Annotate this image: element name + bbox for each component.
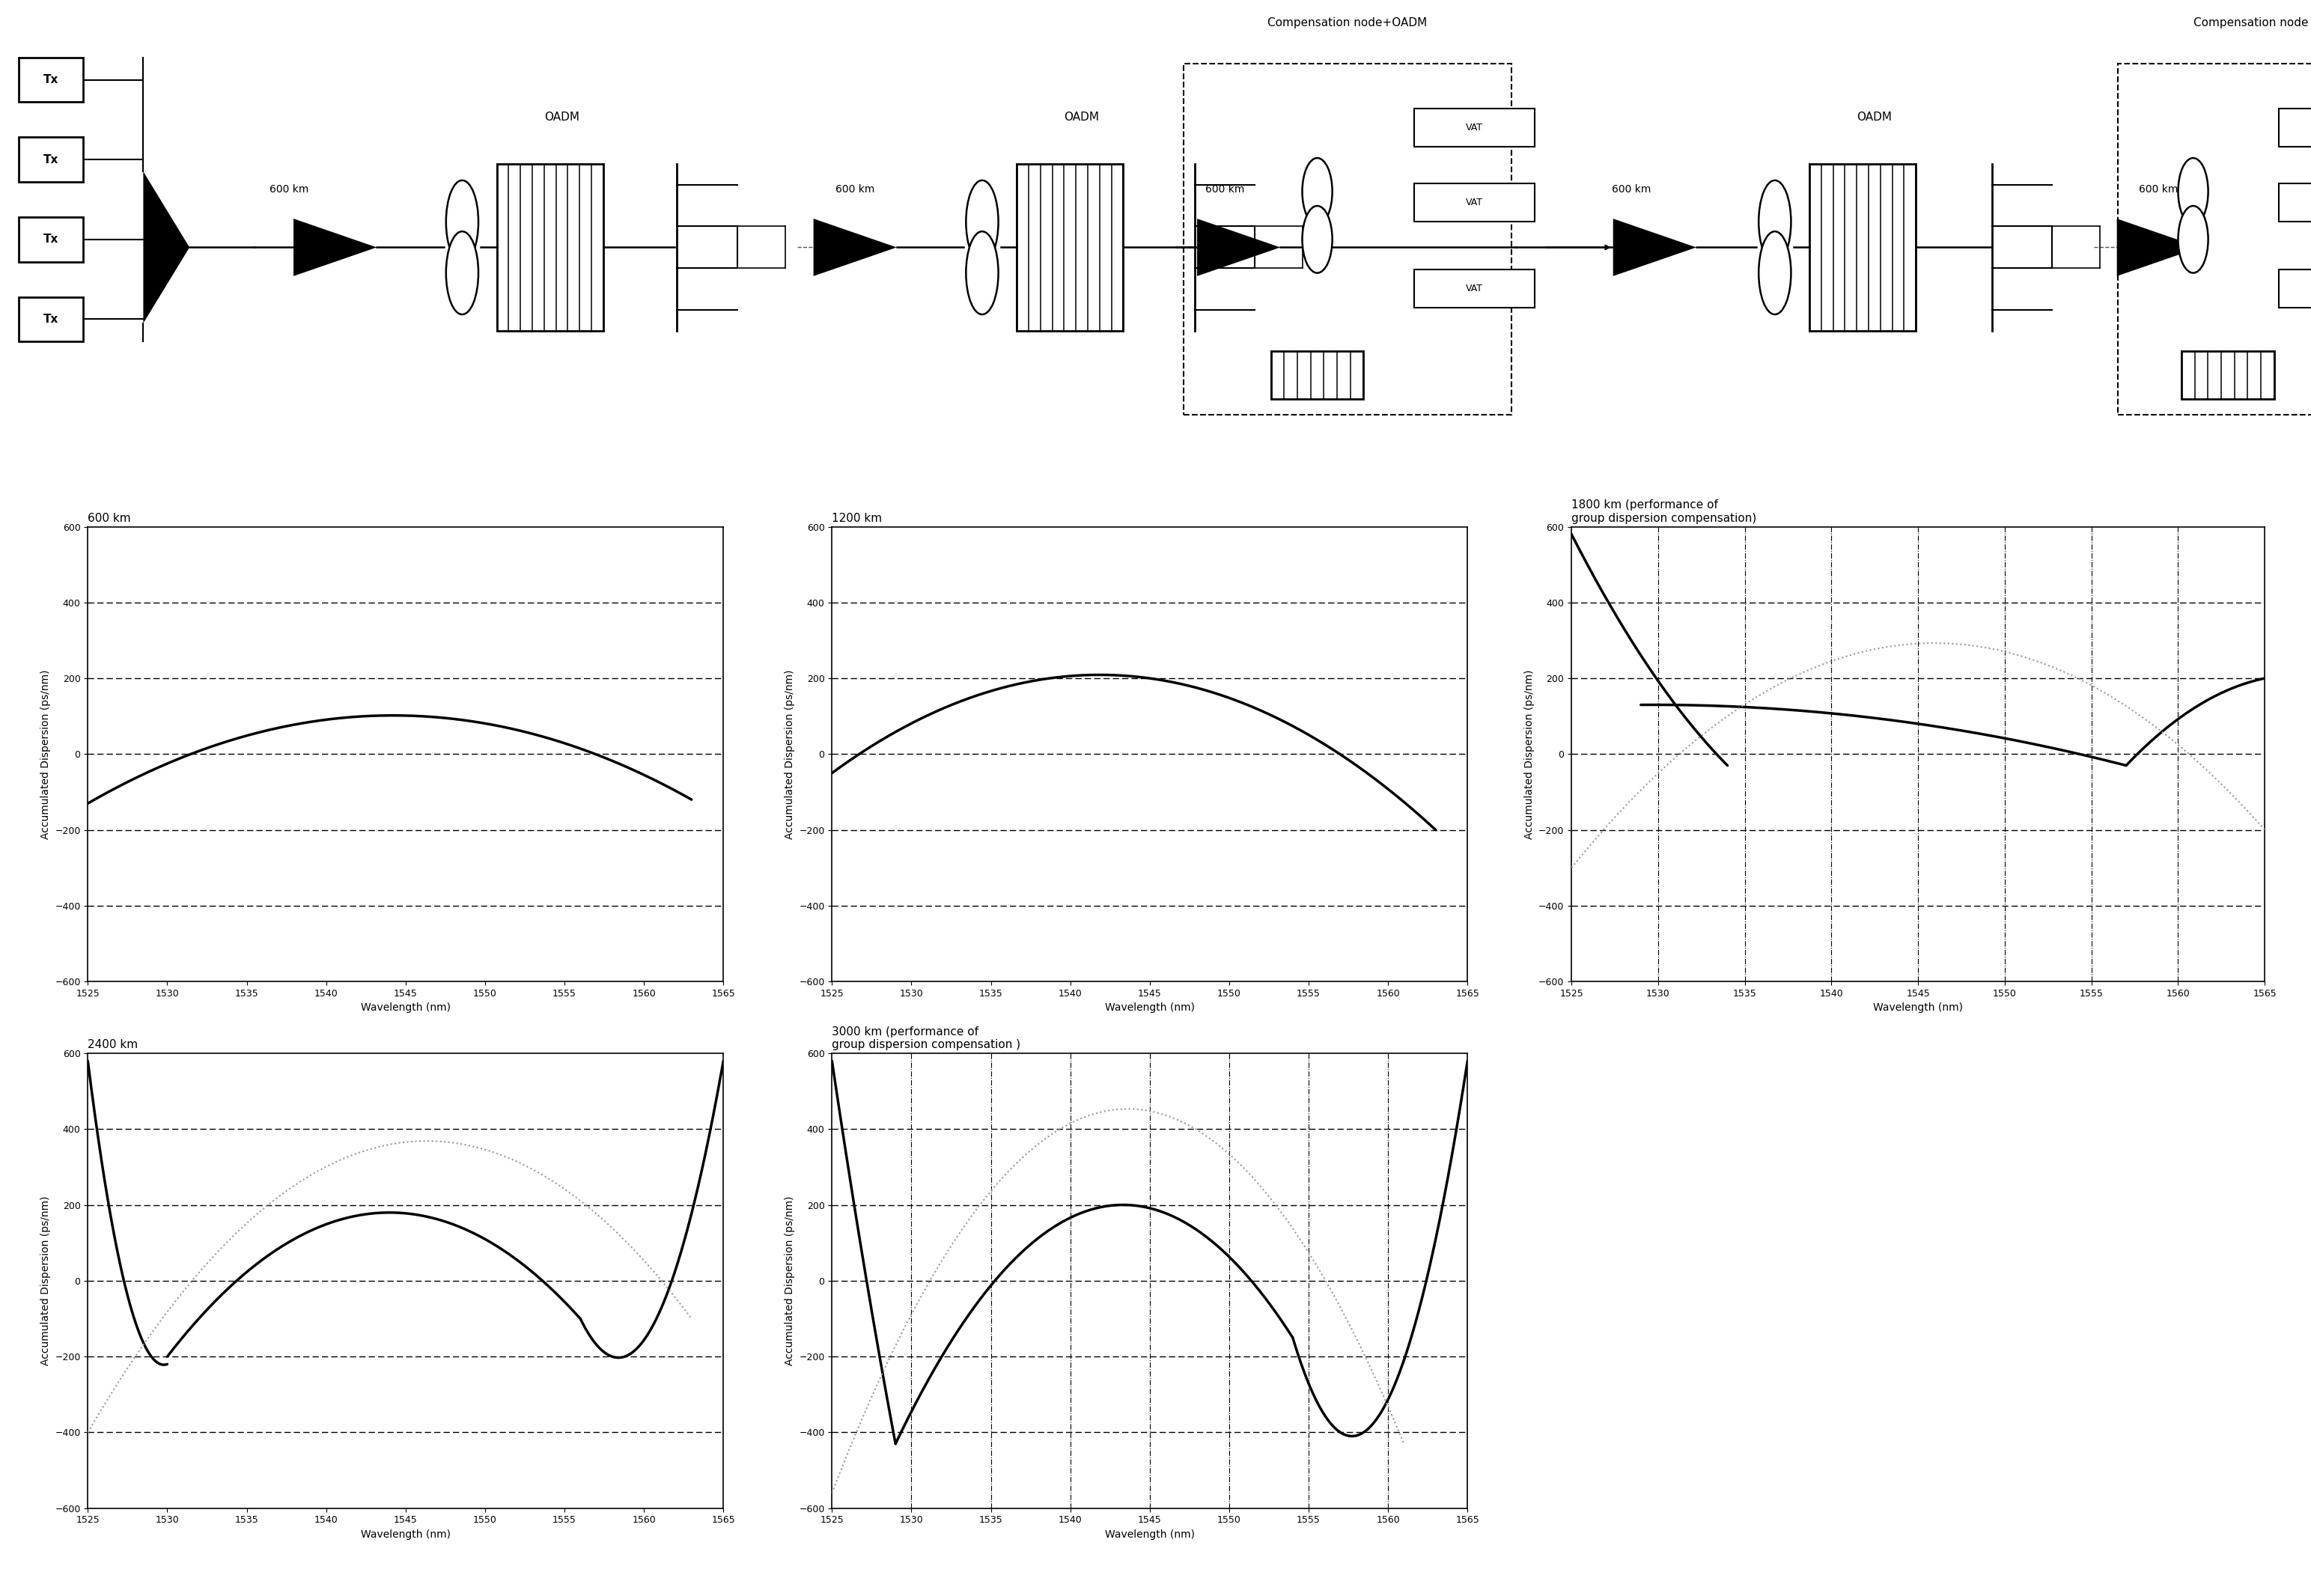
- Text: 3000 km (performance of
group dispersion compensation ): 3000 km (performance of group dispersion…: [832, 1026, 1021, 1050]
- Y-axis label: Accumulated Dispersion (ps/nm): Accumulated Dispersion (ps/nm): [39, 1195, 51, 1366]
- X-axis label: Wavelength (nm): Wavelength (nm): [361, 1002, 451, 1013]
- Text: 600 km: 600 km: [1613, 184, 1650, 195]
- Text: Tx: Tx: [44, 73, 58, 86]
- X-axis label: Wavelength (nm): Wavelength (nm): [1105, 1002, 1195, 1013]
- Text: Tx: Tx: [44, 233, 58, 246]
- Text: 2400 km: 2400 km: [88, 1039, 139, 1050]
- Bar: [2117, 64, 2311, 415]
- Y-axis label: Accumulated Dispersion (ps/nm): Accumulated Dispersion (ps/nm): [39, 669, 51, 839]
- Text: OADM: OADM: [1856, 112, 1893, 123]
- Text: OADM: OADM: [1063, 112, 1100, 123]
- Polygon shape: [293, 219, 377, 276]
- Text: VAT: VAT: [1465, 123, 1484, 132]
- Bar: [1414, 270, 1535, 308]
- Text: VAT: VAT: [1465, 198, 1484, 207]
- Polygon shape: [1197, 219, 1280, 276]
- Bar: [1271, 351, 1363, 399]
- Bar: [18, 57, 83, 102]
- Bar: [18, 217, 83, 262]
- X-axis label: Wavelength (nm): Wavelength (nm): [1105, 1529, 1195, 1540]
- Text: 600 km: 600 km: [837, 184, 874, 195]
- Text: OADM: OADM: [543, 112, 580, 123]
- Bar: [2182, 351, 2274, 399]
- Bar: [2279, 184, 2311, 222]
- Ellipse shape: [1303, 158, 1331, 225]
- Ellipse shape: [446, 180, 478, 263]
- Polygon shape: [143, 172, 190, 322]
- Text: Compensation node: Compensation node: [2193, 18, 2309, 29]
- Y-axis label: Accumulated Dispersion (ps/nm): Accumulated Dispersion (ps/nm): [783, 669, 795, 839]
- Text: 600 km: 600 km: [1206, 184, 1243, 195]
- Bar: [18, 137, 83, 182]
- Ellipse shape: [1759, 180, 1791, 263]
- Bar: [18, 297, 83, 342]
- Text: Tx: Tx: [44, 153, 58, 166]
- Text: Tx: Tx: [44, 313, 58, 326]
- X-axis label: Wavelength (nm): Wavelength (nm): [1874, 1002, 1962, 1013]
- Polygon shape: [813, 219, 897, 276]
- Text: 1800 km (performance of
group dispersion compensation): 1800 km (performance of group dispersion…: [1571, 500, 1756, 523]
- Polygon shape: [1613, 219, 1696, 276]
- Ellipse shape: [446, 231, 478, 314]
- Bar: [2279, 109, 2311, 147]
- Text: VAT: VAT: [1465, 284, 1484, 294]
- Y-axis label: Accumulated Dispersion (ps/nm): Accumulated Dispersion (ps/nm): [1523, 669, 1535, 839]
- Bar: [1017, 164, 1123, 332]
- Y-axis label: Accumulated Dispersion (ps/nm): Accumulated Dispersion (ps/nm): [783, 1195, 795, 1366]
- Text: 600 km: 600 km: [88, 512, 132, 523]
- Bar: [1414, 184, 1535, 222]
- Bar: [2279, 270, 2311, 308]
- Text: Compensation node+OADM: Compensation node+OADM: [1266, 18, 1428, 29]
- Polygon shape: [2117, 219, 2200, 276]
- Bar: [1810, 164, 1916, 332]
- Ellipse shape: [1759, 231, 1791, 314]
- Ellipse shape: [966, 180, 998, 263]
- Text: 1200 km: 1200 km: [832, 512, 883, 523]
- Ellipse shape: [966, 231, 998, 314]
- Ellipse shape: [1303, 206, 1331, 273]
- Bar: [1183, 64, 1511, 415]
- Text: 600 km: 600 km: [270, 184, 307, 195]
- Bar: [1414, 109, 1535, 147]
- Ellipse shape: [2177, 158, 2207, 225]
- Text: 600 km: 600 km: [2140, 184, 2177, 195]
- Bar: [497, 164, 603, 332]
- Ellipse shape: [2177, 206, 2207, 273]
- X-axis label: Wavelength (nm): Wavelength (nm): [361, 1529, 451, 1540]
